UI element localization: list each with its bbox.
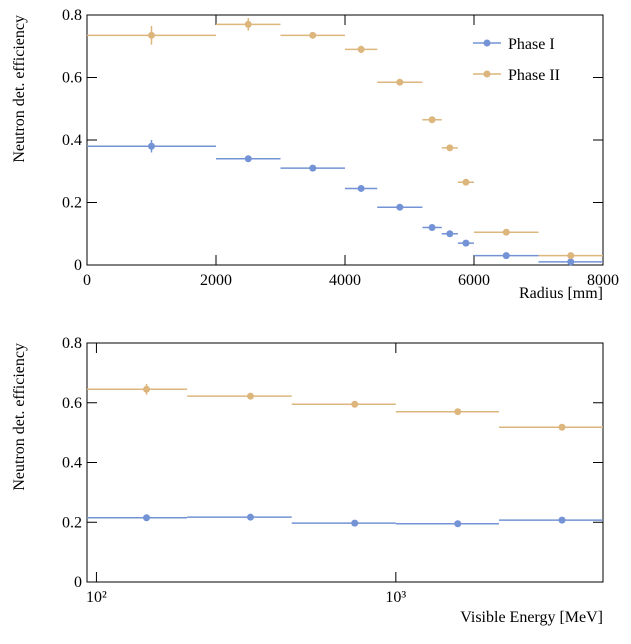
- x-axis-label: Radius [mm]: [519, 285, 603, 302]
- data-point: [567, 258, 575, 266]
- data-point: [244, 155, 252, 163]
- data-point: [502, 252, 510, 260]
- y-axis-label: Neutron det. efficiency: [11, 343, 28, 491]
- data-point: [309, 31, 317, 39]
- data-point: [567, 252, 575, 260]
- y-tick-label: 0.8: [62, 335, 82, 352]
- data-point: [148, 142, 155, 150]
- y-axis-label: Neutron det. efficiency: [11, 15, 28, 163]
- legend-marker: [483, 70, 491, 78]
- y-tick-label: 0.4: [62, 455, 82, 472]
- y-tick-label: 0.2: [62, 195, 82, 212]
- y-tick-label: 0.8: [62, 7, 82, 24]
- data-point: [502, 228, 510, 236]
- x-tick-label: 8000: [587, 272, 619, 289]
- data-point: [428, 116, 436, 124]
- data-point: [143, 514, 151, 522]
- data-point: [396, 203, 404, 211]
- data-point: [351, 400, 359, 408]
- y-tick-label: 0: [74, 257, 82, 274]
- y-tick-label: 0.2: [62, 514, 82, 531]
- y-tick-label: 0.6: [62, 395, 82, 412]
- data-point: [454, 520, 462, 528]
- data-point: [446, 144, 454, 152]
- x-tick-label: 0: [83, 272, 91, 289]
- x-tick-label: 10²: [86, 589, 107, 606]
- data-point: [351, 519, 359, 527]
- legend-label: Phase I: [508, 36, 555, 53]
- legend-label: Phase II: [508, 67, 560, 84]
- data-point: [143, 385, 151, 393]
- y-tick-label: 0.6: [62, 70, 82, 87]
- data-point: [446, 230, 454, 238]
- y-tick-label: 0: [74, 574, 82, 591]
- data-point: [246, 513, 254, 521]
- x-axis-label: Visible Energy [MeV]: [460, 609, 603, 626]
- legend-marker: [483, 39, 491, 47]
- data-point: [148, 31, 155, 39]
- data-point: [558, 516, 566, 524]
- x-tick-label: 10³: [385, 589, 406, 606]
- data-point: [244, 20, 252, 28]
- data-point: [309, 164, 317, 172]
- plot-frame: [86, 342, 604, 583]
- data-point: [428, 224, 436, 231]
- x-tick-label: 4000: [329, 272, 361, 289]
- data-point: [246, 392, 254, 400]
- data-point: [396, 78, 404, 86]
- y-tick-label: 0.4: [62, 132, 82, 149]
- data-point: [462, 178, 470, 186]
- data-point: [462, 239, 470, 247]
- data-point: [454, 408, 462, 416]
- data-point: [558, 423, 566, 431]
- x-tick-label: 2000: [200, 272, 232, 289]
- data-point: [357, 184, 365, 192]
- data-point: [357, 45, 365, 53]
- x-tick-label: 6000: [458, 272, 490, 289]
